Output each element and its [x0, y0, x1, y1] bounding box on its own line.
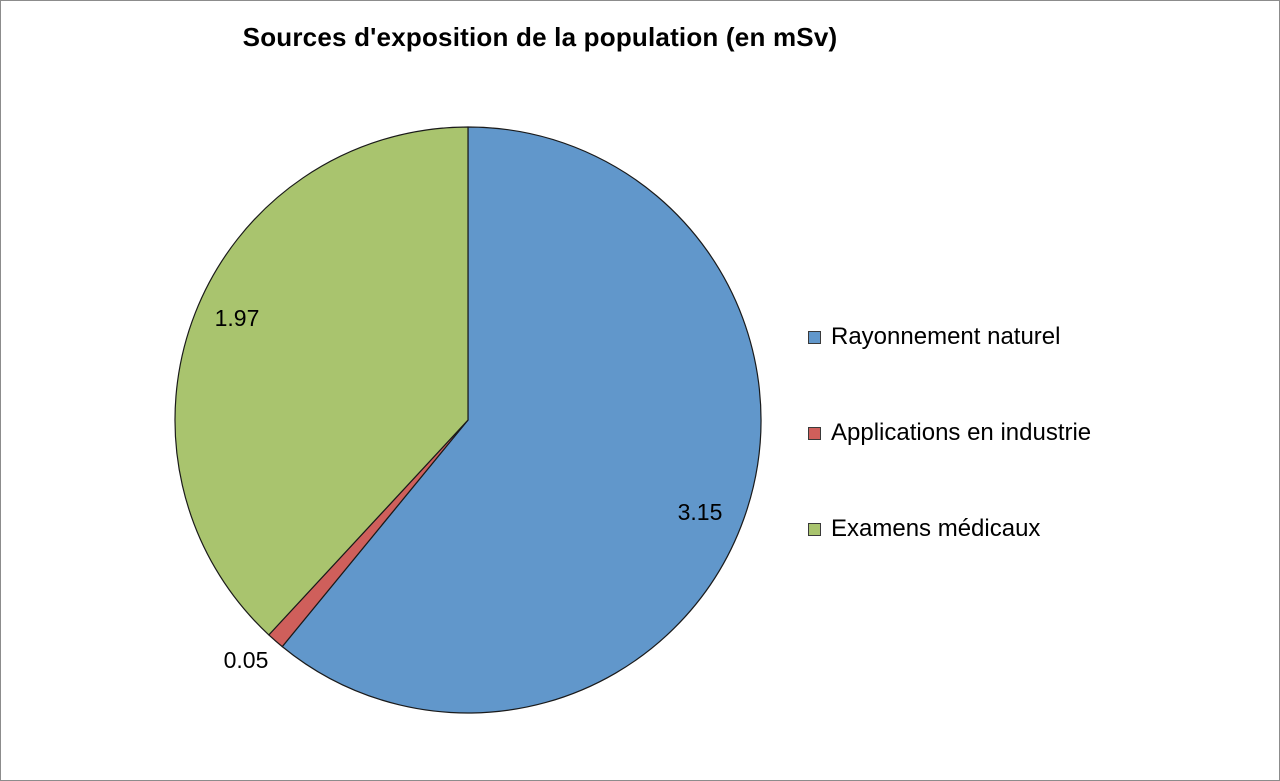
- legend-swatch: [808, 426, 821, 440]
- legend-label: Rayonnement naturel: [831, 323, 1061, 350]
- data-label: 0.05: [224, 647, 269, 673]
- data-label: 3.15: [678, 499, 723, 525]
- legend-item-applications-en-industrie: Applications en industrie: [808, 414, 1091, 452]
- legend-item-examens-medicaux: Examens médicaux: [808, 510, 1091, 548]
- legend: Rayonnement naturel Applications en indu…: [808, 318, 1091, 606]
- pie-slice-examens-m-dicaux: [174, 126, 469, 636]
- legend-label: Examens médicaux: [831, 515, 1041, 542]
- legend-swatch: [808, 330, 821, 344]
- pie-slice-rayonnement-naturel: [281, 126, 762, 714]
- legend-swatch: [808, 522, 821, 536]
- legend-label: Applications en industrie: [831, 419, 1092, 446]
- data-label: 1.97: [215, 305, 260, 331]
- chart-title: Sources d'exposition de la population (e…: [242, 22, 838, 52]
- legend-item-rayonnement-naturel: Rayonnement naturel: [808, 318, 1091, 356]
